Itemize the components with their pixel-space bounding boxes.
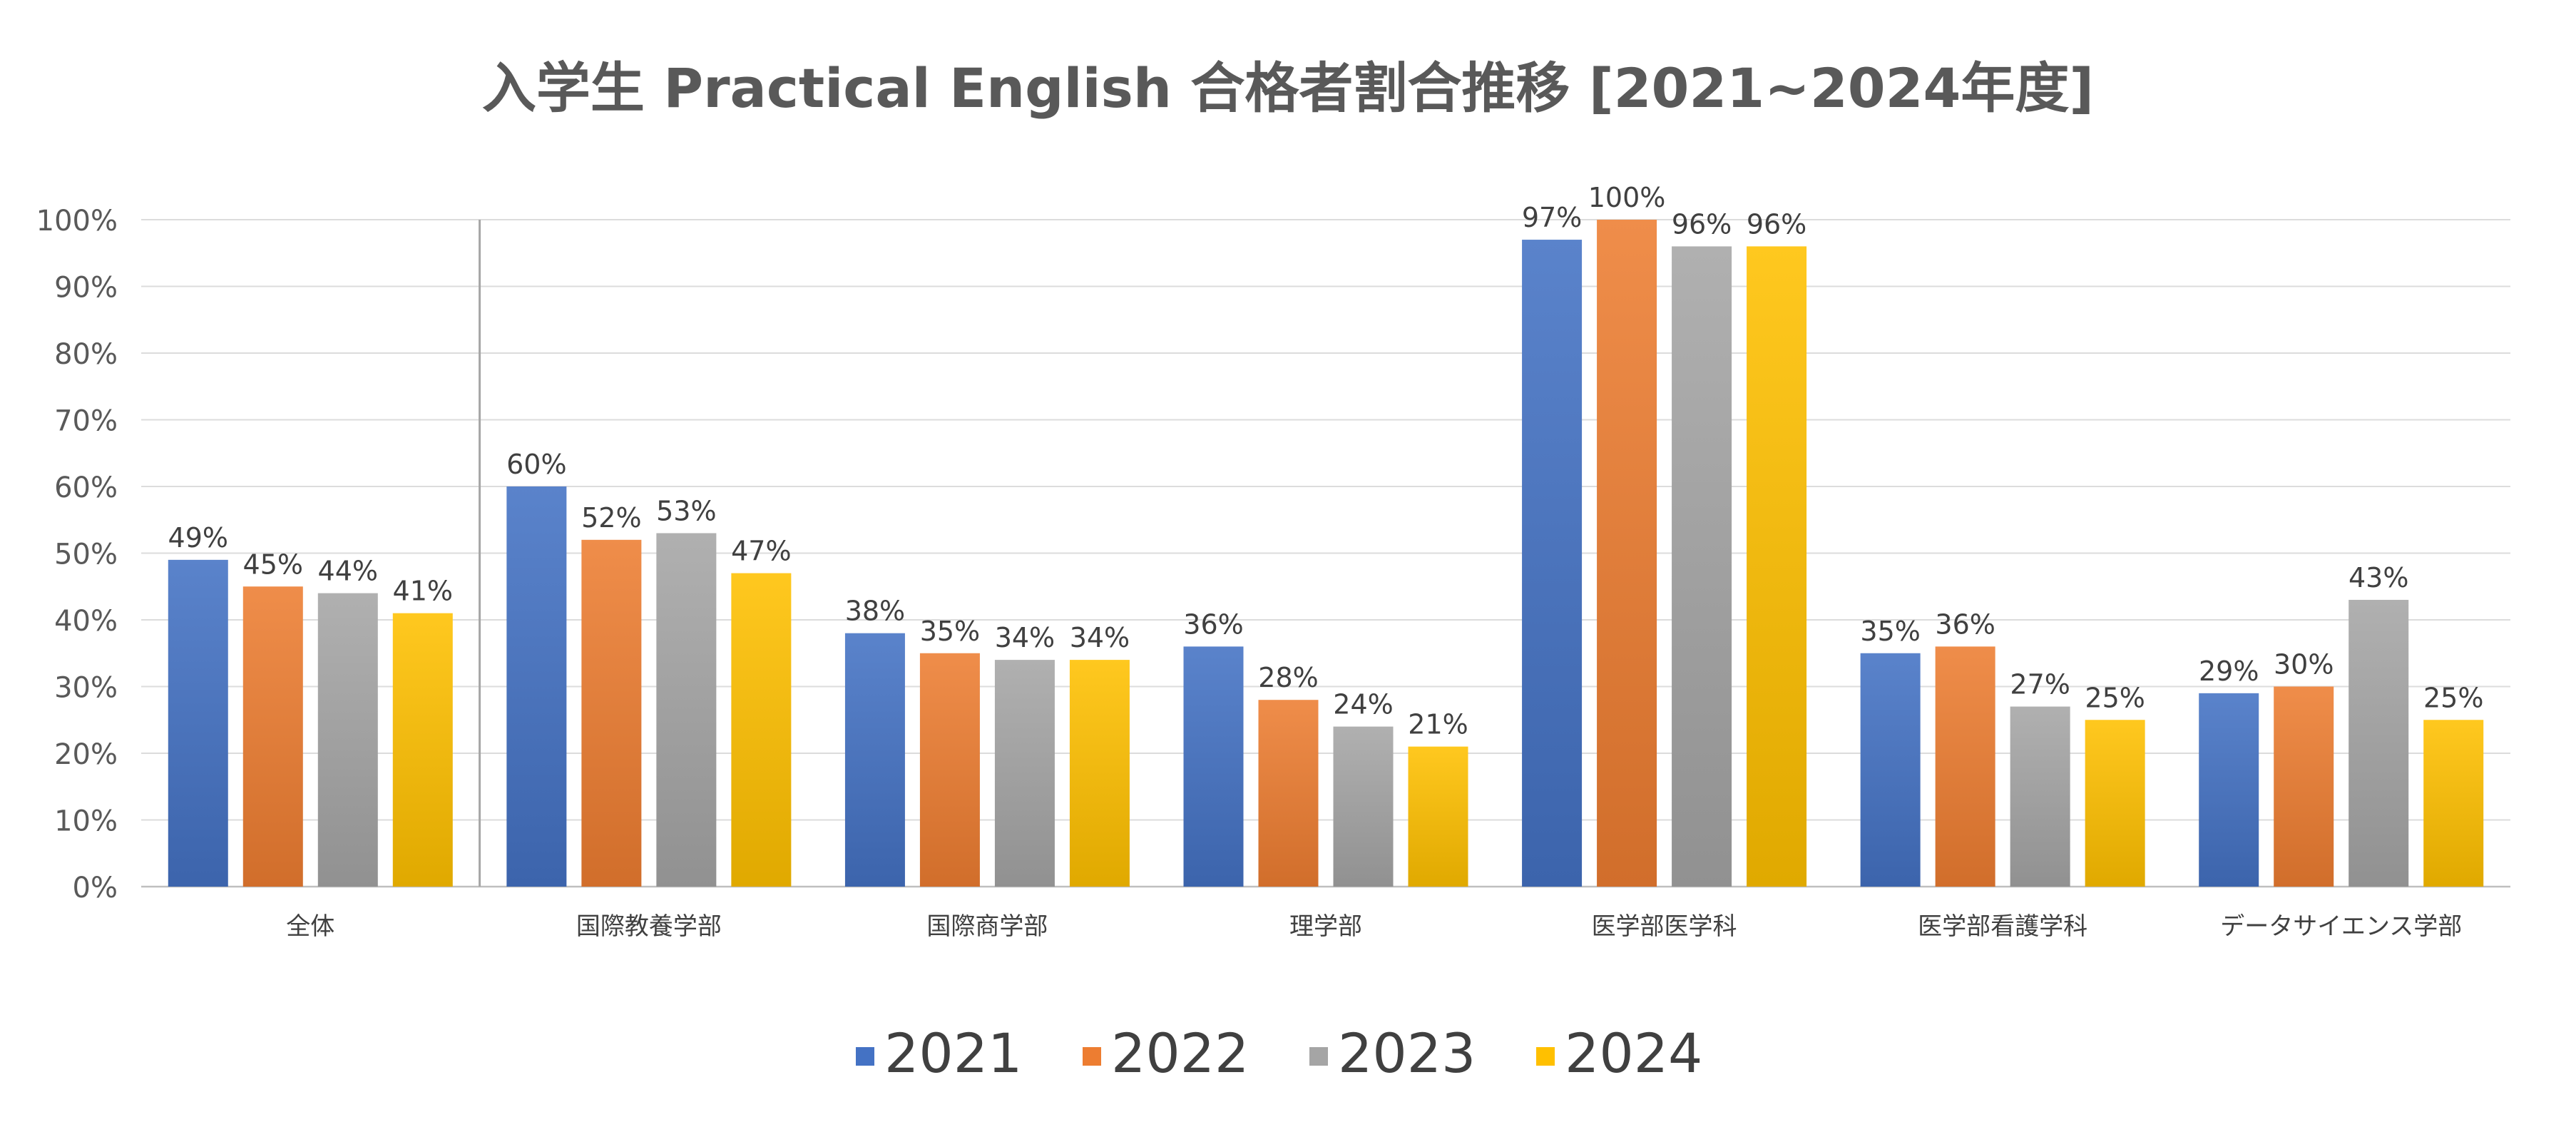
data-label: 100% bbox=[1588, 182, 1666, 213]
data-label: 36% bbox=[1183, 608, 1243, 640]
legend-label: 2023 bbox=[1338, 1021, 1476, 1085]
bar-2023-3 bbox=[1333, 726, 1394, 887]
y-tick-label: 0% bbox=[73, 872, 118, 904]
data-label: 36% bbox=[1935, 608, 1995, 640]
bar-2023-6 bbox=[2348, 599, 2409, 887]
x-tick-label: 全体 bbox=[286, 912, 334, 941]
x-axis-ticks: 全体 国際教養学部 国際商学部 理学部 医学部医学科 医学部看護学科 データサイエンス学部 bbox=[286, 912, 2462, 941]
bar-2024-5 bbox=[2085, 720, 2145, 887]
data-label: 35% bbox=[1860, 616, 1920, 647]
legend-swatch-2023 bbox=[1309, 1047, 1328, 1066]
data-label: 35% bbox=[920, 616, 980, 647]
bar-2023-1 bbox=[656, 533, 717, 887]
bar-2022-5 bbox=[1935, 646, 1995, 887]
data-label: 49% bbox=[168, 522, 228, 554]
data-label: 38% bbox=[845, 596, 905, 627]
bar-2021-4 bbox=[1522, 240, 1583, 887]
legend-swatch-2024 bbox=[1536, 1047, 1555, 1066]
data-label: 45% bbox=[243, 549, 303, 580]
y-tick-label: 50% bbox=[54, 539, 118, 571]
bar-2023-5 bbox=[2010, 706, 2070, 887]
y-tick-label: 10% bbox=[54, 805, 118, 838]
data-label: 44% bbox=[318, 556, 378, 587]
data-label: 34% bbox=[995, 622, 1055, 653]
x-tick-label: 理学部 bbox=[1289, 912, 1362, 941]
bar-2021-5 bbox=[1860, 653, 1921, 887]
y-tick-label: 40% bbox=[54, 605, 118, 638]
data-label: 30% bbox=[2274, 649, 2334, 680]
gridlines bbox=[141, 219, 2510, 888]
x-tick-label: 国際商学部 bbox=[926, 912, 1048, 941]
bar-2021-3 bbox=[1183, 646, 1244, 887]
data-label: 96% bbox=[1672, 208, 1732, 240]
bar-2024-6 bbox=[2423, 720, 2484, 887]
data-label: 28% bbox=[1258, 662, 1318, 693]
y-axis-ticks: 0% 10% 20% 30% 40% 50% 60% 70% 80% 90% 100% bbox=[36, 205, 118, 904]
bar-2022-0 bbox=[242, 586, 303, 887]
y-tick-label: 70% bbox=[54, 405, 118, 438]
data-label: 96% bbox=[1747, 208, 1806, 240]
bar-2024-1 bbox=[731, 573, 792, 887]
bar-2022-1 bbox=[581, 539, 642, 887]
legend-label: 2021 bbox=[884, 1021, 1022, 1085]
bar-2024-0 bbox=[392, 613, 453, 887]
x-tick-label: 医学部医学科 bbox=[1592, 912, 1737, 941]
data-label: 29% bbox=[2199, 656, 2259, 687]
data-label: 25% bbox=[2423, 682, 2483, 713]
bar-2021-1 bbox=[506, 486, 567, 887]
y-tick-label: 30% bbox=[54, 672, 118, 705]
bar-2023-0 bbox=[317, 593, 378, 887]
data-label: 41% bbox=[393, 576, 453, 607]
data-label: 27% bbox=[2010, 669, 2070, 700]
y-tick-label: 80% bbox=[54, 338, 118, 371]
x-tick-label: 国際教養学部 bbox=[576, 912, 722, 941]
legend: 2021 2022 2023 2024 bbox=[856, 1021, 1702, 1085]
y-tick-label: 90% bbox=[54, 272, 118, 305]
bar-2021-0 bbox=[168, 559, 228, 887]
legend-swatch-2021 bbox=[856, 1047, 874, 1066]
chart-title: 入学生 Practical English 合格者割合推移 [2021~2024… bbox=[482, 56, 2094, 120]
x-tick-label: 医学部看護学科 bbox=[1918, 912, 2087, 941]
data-label: 34% bbox=[1070, 622, 1130, 653]
y-tick-label: 20% bbox=[54, 738, 118, 771]
data-label: 24% bbox=[1333, 689, 1393, 720]
y-tick-label: 100% bbox=[36, 205, 118, 238]
bar-2022-4 bbox=[1597, 220, 1657, 887]
data-label: 52% bbox=[581, 502, 641, 534]
data-label: 53% bbox=[656, 495, 716, 526]
data-label: 21% bbox=[1408, 709, 1468, 740]
bar-2021-6 bbox=[2199, 693, 2259, 887]
legend-label: 2024 bbox=[1565, 1021, 1702, 1085]
bar-2021-2 bbox=[844, 633, 905, 887]
data-label: 43% bbox=[2348, 562, 2408, 593]
bar-2024-2 bbox=[1069, 660, 1130, 887]
data-label: 60% bbox=[506, 449, 566, 480]
legend-swatch-2022 bbox=[1083, 1047, 1101, 1066]
data-label: 25% bbox=[2085, 682, 2145, 713]
data-labels: 49% 45% 44% 41% 60% 52% 53% 47% 38% 35% 34% 34% 36% 2… bbox=[168, 182, 2484, 740]
data-label: 47% bbox=[731, 536, 791, 567]
bar-2024-4 bbox=[1747, 246, 1807, 887]
y-tick-label: 60% bbox=[54, 471, 118, 504]
bar-2022-3 bbox=[1258, 700, 1319, 887]
bar-2023-4 bbox=[1672, 246, 1732, 887]
x-tick-label: データサイエンス学部 bbox=[2220, 912, 2462, 941]
bar-2024-3 bbox=[1408, 746, 1468, 887]
bar-2023-2 bbox=[994, 660, 1055, 887]
bar-2022-6 bbox=[2274, 686, 2334, 887]
legend-label: 2022 bbox=[1111, 1021, 1249, 1085]
bar-2022-2 bbox=[919, 653, 980, 887]
data-label: 97% bbox=[1522, 202, 1582, 233]
bars bbox=[168, 220, 2484, 887]
